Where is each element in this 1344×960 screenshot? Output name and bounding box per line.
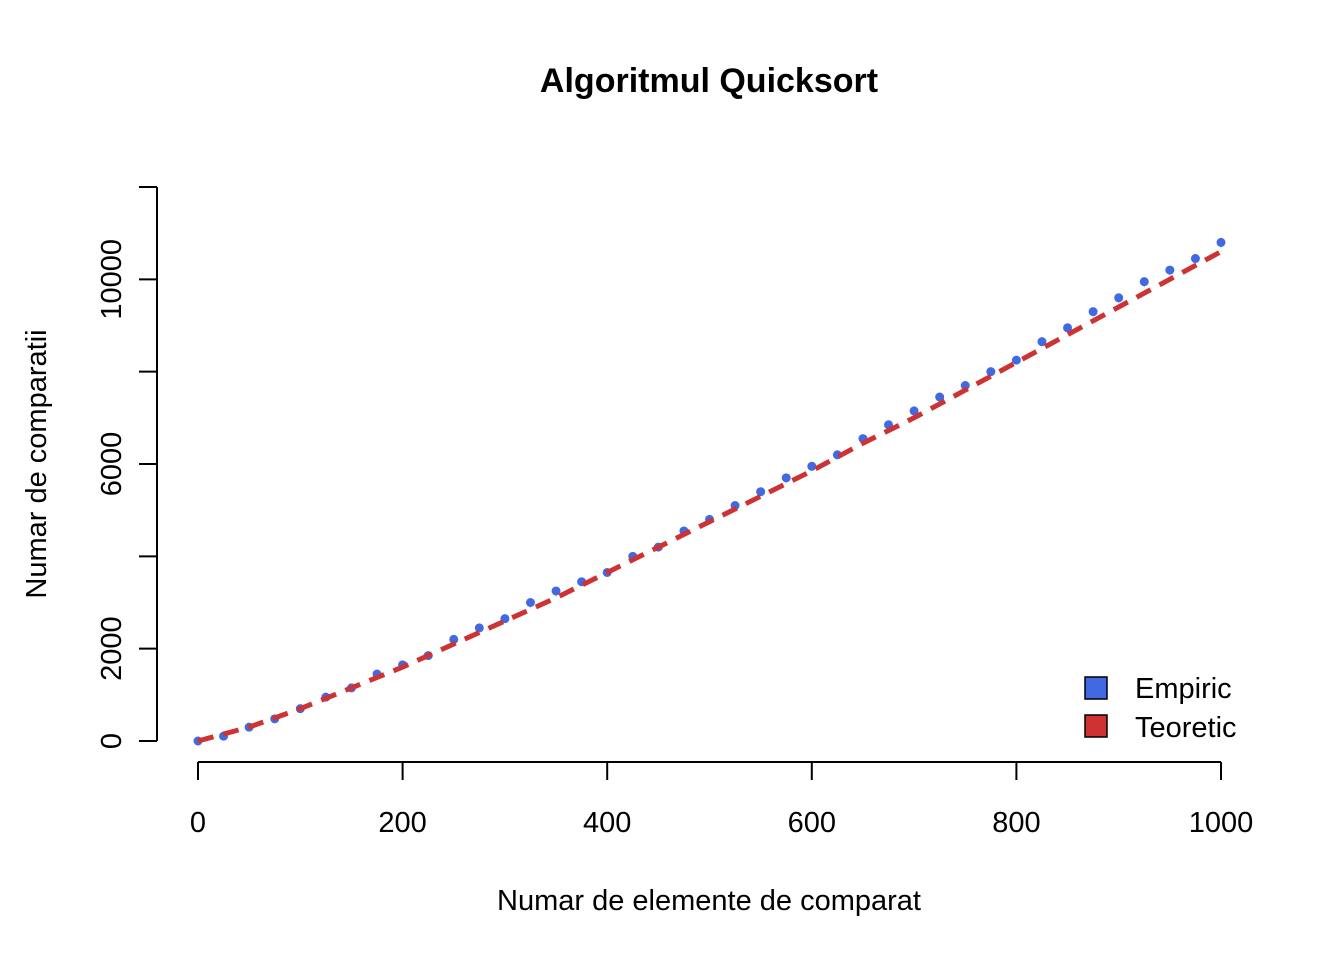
empiric-point bbox=[1216, 237, 1226, 247]
empiric-point bbox=[1088, 307, 1098, 317]
empiric-point bbox=[1063, 323, 1073, 333]
empiric-point bbox=[1011, 355, 1021, 365]
plot-area bbox=[193, 237, 1226, 746]
empiric-point bbox=[1190, 254, 1200, 264]
empiric-point bbox=[449, 634, 459, 644]
legend-label-empiric: Empiric bbox=[1135, 673, 1232, 705]
y-tick-label: 2000 bbox=[96, 616, 128, 681]
legend: Empiric Teoretic bbox=[1084, 673, 1237, 744]
empiric-point bbox=[935, 392, 945, 402]
empiric-point bbox=[807, 461, 817, 471]
legend-swatch-teoretic bbox=[1084, 714, 1108, 738]
y-axis: 0 2000 6000 10000 bbox=[96, 186, 157, 749]
empiric-point bbox=[1037, 337, 1047, 347]
y-axis-label: Numar de comparatii bbox=[21, 329, 53, 598]
x-tick-label: 1000 bbox=[1189, 807, 1254, 839]
x-tick-label: 0 bbox=[190, 807, 206, 839]
chart-title: Algoritmul Quicksort bbox=[540, 62, 878, 100]
x-tick-label: 800 bbox=[992, 807, 1040, 839]
empiric-point bbox=[986, 367, 996, 377]
empiric-point bbox=[781, 473, 791, 483]
empiric-point bbox=[1114, 293, 1124, 303]
legend-swatch-empiric bbox=[1084, 676, 1108, 700]
empiric-point bbox=[960, 381, 970, 391]
empiric-point bbox=[551, 586, 561, 596]
empiric-point bbox=[756, 487, 766, 497]
empiric-point bbox=[1139, 277, 1149, 287]
legend-label-teoretic: Teoretic bbox=[1135, 712, 1237, 744]
y-tick-label: 6000 bbox=[96, 432, 128, 497]
empiric-point bbox=[1165, 265, 1175, 275]
y-tick-label: 0 bbox=[96, 733, 128, 749]
x-tick-label: 600 bbox=[788, 807, 836, 839]
teoretic-line bbox=[197, 249, 1223, 744]
x-tick-label: 200 bbox=[378, 807, 426, 839]
empiric-point bbox=[909, 406, 919, 416]
x-tick-label: 400 bbox=[583, 807, 631, 839]
x-axis-label: Numar de elemente de comparat bbox=[497, 885, 921, 917]
x-axis: 0 200 400 600 800 1000 bbox=[190, 762, 1253, 839]
y-tick-label: 10000 bbox=[96, 239, 128, 320]
empiric-point bbox=[474, 623, 484, 633]
empiric-point bbox=[525, 598, 535, 607]
